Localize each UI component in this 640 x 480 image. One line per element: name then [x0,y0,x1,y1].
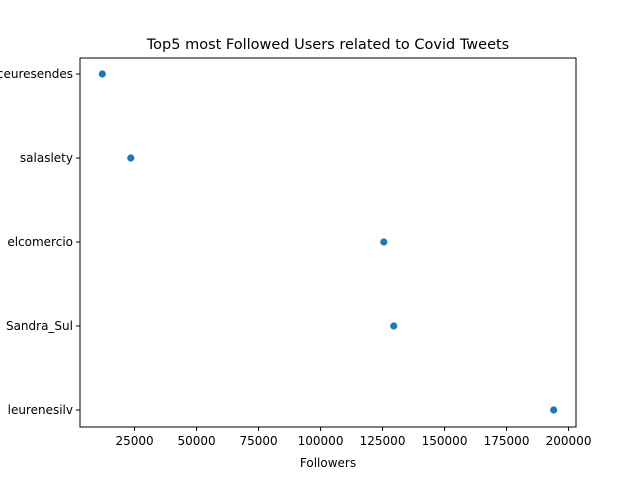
y-tick-label: salaslety [20,151,73,165]
x-tick-label: 100000 [298,434,344,448]
x-axis-label: Followers [300,456,356,470]
data-point [550,406,558,414]
x-tick-label: 75000 [239,434,277,448]
x-tick-label: 125000 [360,434,406,448]
plot-area [79,57,577,428]
y-tick-label: leurenesilv [8,403,73,417]
x-tick-label: 200000 [546,434,592,448]
data-point [98,70,106,78]
data-points [98,70,558,414]
data-point [380,238,388,246]
y-axis: ceuresendes salaslety elcomercio Sandra_Sul… [0,67,80,417]
data-point [127,154,135,162]
y-tick-label: ceuresendes [0,67,73,81]
x-tick-label: 175000 [484,434,530,448]
y-tick-label: elcomercio [7,235,73,249]
x-axis: 25000 50000 75000 100000 125000 150000 175000 2… [115,427,591,448]
y-tick-label: Sandra_Sul [6,319,73,333]
x-tick-label: 150000 [422,434,468,448]
x-tick-label: 50000 [177,434,215,448]
x-tick-label: 25000 [115,434,153,448]
chart-title: Top5 most Followed Users related to Covi… [146,37,509,53]
data-point [390,322,398,330]
